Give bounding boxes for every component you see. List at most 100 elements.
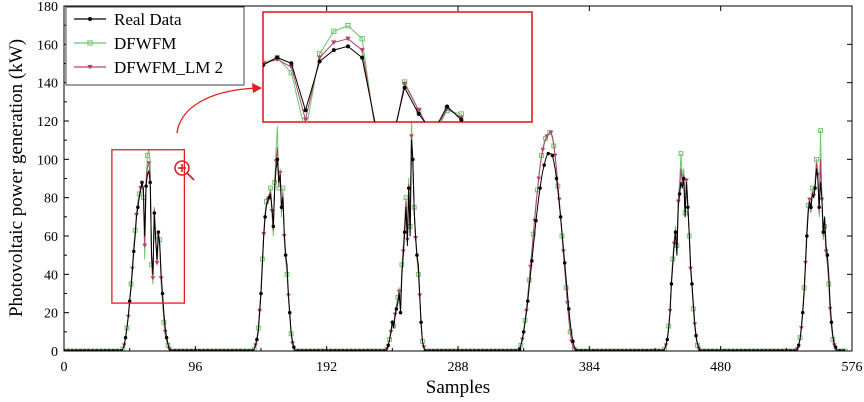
magnifier-lens <box>174 160 190 176</box>
data-point <box>809 205 813 210</box>
legend: Real Data DFWFM DFWFM_LM 2 <box>65 6 245 86</box>
magnifier-icon <box>174 160 195 181</box>
data-point <box>123 335 128 340</box>
data-point <box>673 230 678 234</box>
y-tick-label: 60 <box>44 230 58 245</box>
labels-layer: Samples Photovoltaic power generation (k… <box>6 39 490 398</box>
inset-data-point <box>502 193 506 197</box>
data-point <box>534 218 538 223</box>
y-tick-label: 40 <box>44 268 58 283</box>
inset-data-point <box>317 59 322 64</box>
inset-series-line <box>263 45 463 122</box>
data-point <box>255 337 259 342</box>
legend-item: Real Data <box>74 10 182 29</box>
inset-data-point <box>345 36 351 42</box>
data-point <box>127 299 132 303</box>
inset-data-point <box>331 48 336 53</box>
data-point <box>152 211 157 215</box>
data-point <box>675 199 681 204</box>
inset-data-point <box>515 202 520 207</box>
data-point <box>526 299 530 303</box>
data-point <box>690 282 694 286</box>
inset-plot <box>263 22 520 210</box>
inset-data-point <box>263 60 266 66</box>
inset-data-point <box>488 165 492 169</box>
y-tick-label: 180 <box>37 0 58 15</box>
data-point <box>386 343 390 348</box>
x-tick-label: 480 <box>710 360 731 375</box>
inset-data-point <box>430 134 435 139</box>
inset-data-point <box>431 131 435 135</box>
data-point <box>406 186 411 190</box>
inset-data-point <box>516 199 520 203</box>
data-point <box>517 347 522 351</box>
data-point <box>396 289 402 294</box>
y-axis-title: Photovoltaic power generation (kW) <box>6 39 27 317</box>
inset-data-point <box>374 127 378 131</box>
data-point <box>831 343 837 348</box>
data-point <box>136 205 140 210</box>
x-tick-label: 576 <box>842 360 863 375</box>
inset-data-point <box>388 146 392 150</box>
data-point <box>684 178 689 183</box>
inset-data-point <box>275 55 280 60</box>
inset-data-point <box>473 155 477 159</box>
inset-data-point <box>263 63 265 68</box>
data-point <box>146 161 152 166</box>
inset-data-point <box>487 168 492 173</box>
legend-marker <box>88 17 92 21</box>
inset-series-real-data <box>263 44 520 203</box>
inset-box <box>262 11 533 123</box>
inset-data-point <box>416 112 421 116</box>
inset-layer <box>111 11 533 304</box>
data-point <box>814 156 819 162</box>
data-point <box>277 170 283 175</box>
data-point <box>148 180 152 185</box>
data-point <box>813 186 817 190</box>
data-point <box>275 157 280 162</box>
data-point <box>818 128 823 134</box>
inset-data-point <box>473 146 477 150</box>
magnifier-handle <box>186 172 195 181</box>
data-point <box>140 180 144 185</box>
inset-data-point <box>289 61 294 66</box>
data-point <box>268 185 273 191</box>
data-point <box>825 253 830 257</box>
data-point <box>150 276 156 281</box>
inset-data-point <box>516 206 520 210</box>
inset-data-point <box>501 187 506 192</box>
data-point <box>807 197 812 202</box>
inset-data-point <box>303 131 307 135</box>
data-point <box>681 176 686 181</box>
inset-data-point <box>388 155 392 159</box>
inset-data-point <box>445 104 450 109</box>
data-point <box>562 261 567 265</box>
y-tick-label: 0 <box>51 345 58 360</box>
data-point <box>542 163 546 167</box>
data-point <box>796 343 801 348</box>
inset-data-point <box>359 47 365 53</box>
inset-data-point <box>331 40 337 46</box>
data-point <box>540 147 546 152</box>
inset-data-point <box>388 149 393 154</box>
data-point <box>287 310 292 315</box>
data-point <box>552 153 558 158</box>
zoom-region-box <box>111 149 186 304</box>
x-tick-label: 192 <box>316 360 337 375</box>
data-point <box>546 151 551 156</box>
data-point <box>154 260 160 266</box>
series-line <box>64 116 846 351</box>
data-point <box>817 205 821 210</box>
inset-data-point <box>459 117 464 122</box>
data-point <box>142 243 148 248</box>
inset-data-point <box>316 55 323 61</box>
data-point <box>554 176 559 181</box>
data-point <box>162 329 168 335</box>
x-tick-label: 288 <box>448 360 469 375</box>
data-point <box>415 253 419 257</box>
data-point <box>390 320 395 325</box>
inset-data-point <box>402 85 407 90</box>
series-real-data <box>64 139 847 351</box>
legend-label: DFWFM_LM 2 <box>114 58 223 77</box>
y-tick-label: 160 <box>37 38 58 53</box>
